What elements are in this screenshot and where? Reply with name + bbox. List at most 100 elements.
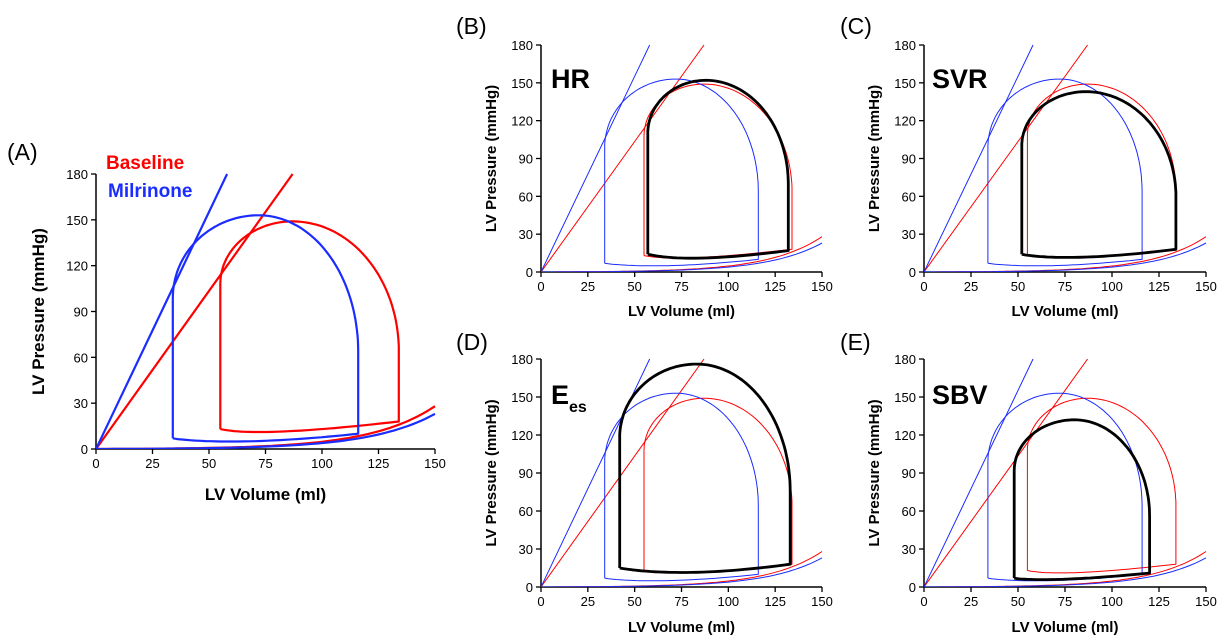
y-tick-label: 60	[519, 504, 533, 519]
y-axis-title: LV Pressure (mmHg)	[483, 85, 500, 232]
y-tick-label: 90	[902, 152, 916, 167]
plot-lines	[924, 44, 1207, 272]
x-tick-label: 75	[674, 279, 688, 294]
x-tick-label: 75	[1058, 279, 1072, 294]
y-axis-title: LV Pressure (mmHg)	[866, 85, 883, 232]
x-tick-label: 150	[811, 279, 833, 294]
x-tick-label: 150	[1195, 594, 1217, 609]
y-tick-label: 150	[66, 213, 88, 228]
panel-label: (E)	[840, 329, 871, 355]
plot-lines	[924, 358, 1207, 587]
milrinone-espvr-line	[541, 44, 651, 272]
y-tick-label: 150	[511, 76, 533, 91]
y-tick-label: 120	[511, 114, 533, 129]
x-tick-label: 25	[145, 456, 159, 471]
x-axis-title: LV Volume (ml)	[1012, 619, 1119, 635]
y-tick-label: 120	[894, 428, 916, 443]
milrinone-edpvr-curve	[96, 412, 436, 449]
y-tick-label: 30	[74, 396, 88, 411]
y-axis-title: LV Pressure (mmHg)	[483, 399, 500, 546]
y-tick-label: 90	[519, 466, 533, 481]
y-tick-label: 120	[511, 428, 533, 443]
baseline-pv-loop	[219, 220, 400, 434]
baseline-espvr-line	[924, 358, 1088, 587]
y-tick-label: 90	[519, 152, 533, 167]
panel-c: (C) 0 25 50 75 100 125 150 0 30 60 90 120 150 180 LV Vo…	[840, 13, 1217, 320]
x-axis-title: LV Volume (ml)	[628, 619, 735, 635]
baseline-edpvr-curve	[541, 236, 823, 272]
y-tick-label: 90	[74, 305, 88, 320]
milrinone-espvr-line	[96, 173, 229, 449]
y-axis-title: LV Pressure (mmHg)	[29, 228, 48, 395]
inset-label: HR	[551, 64, 590, 94]
y-tick-label: 180	[511, 352, 533, 367]
milrinone-pv-loop	[604, 78, 759, 267]
panel-d: (D) 0 25 50 75 100 125 150 0 30 60 90 120 150 180 LV Vo…	[456, 329, 833, 635]
intervention-pv-loop	[1020, 90, 1178, 259]
x-tick-label: 100	[1101, 279, 1123, 294]
x-tick-label: 0	[920, 594, 927, 609]
x-tick-label: 125	[1148, 594, 1170, 609]
milrinone-edpvr-curve	[541, 557, 823, 587]
baseline-edpvr-curve	[96, 405, 436, 449]
intervention-pv-loop	[646, 78, 790, 260]
x-tick-label: 50	[1011, 279, 1025, 294]
x-tick-label: 125	[368, 456, 390, 471]
baseline-espvr-line	[96, 173, 294, 449]
x-tick-label: 25	[964, 594, 978, 609]
y-tick-label: 60	[902, 504, 916, 519]
y-tick-label: 30	[519, 227, 533, 242]
panel-b: (B) 0 25 50 75 100 125 150 0 30 60 90 120 150 180 LV Vo…	[456, 13, 833, 320]
x-tick-label: 75	[258, 456, 272, 471]
x-tick-label: 150	[811, 594, 833, 609]
x-axis-title: LV Volume (ml)	[628, 303, 735, 320]
panel-label: (A)	[7, 139, 38, 165]
x-tick-label: 100	[717, 594, 739, 609]
plot-lines	[541, 358, 823, 587]
y-tick-label: 180	[511, 38, 533, 53]
baseline-espvr-line	[924, 44, 1088, 272]
intervention-pv-loop	[1012, 418, 1151, 581]
x-tick-label: 150	[1195, 279, 1217, 294]
y-tick-label: 60	[74, 350, 88, 365]
baseline-edpvr-curve	[541, 551, 823, 587]
y-tick-label: 30	[519, 542, 533, 557]
baseline-espvr-line	[541, 44, 705, 272]
baseline-pv-loop	[643, 83, 793, 259]
inset-label: Ees	[551, 380, 587, 416]
x-tick-label: 75	[674, 594, 688, 609]
y-tick-label: 120	[894, 114, 916, 129]
x-tick-label: 125	[764, 279, 786, 294]
x-tick-label: 150	[424, 456, 446, 471]
x-axis-title: LV Volume (ml)	[1012, 303, 1119, 320]
legend-baseline: Baseline	[106, 153, 184, 174]
y-tick-label: 180	[894, 38, 916, 53]
x-tick-label: 100	[717, 279, 739, 294]
milrinone-pv-loop	[171, 214, 360, 443]
y-tick-label: 0	[909, 265, 916, 280]
baseline-edpvr-curve	[924, 236, 1207, 272]
y-tick-label: 180	[66, 167, 88, 182]
x-tick-label: 0	[537, 594, 544, 609]
inset-label: SBV	[932, 380, 988, 410]
baseline-pv-loop	[643, 397, 793, 574]
x-tick-label: 100	[311, 456, 333, 471]
inset-label: SVR	[932, 64, 988, 94]
baseline-pv-loop	[1026, 397, 1177, 574]
y-tick-label: 150	[894, 76, 916, 91]
x-tick-label: 125	[764, 594, 786, 609]
panel-a: (A) 0 25 50 75 100 125 150 0 30 60 90 120 150 180 LV Vo…	[7, 139, 446, 504]
y-tick-label: 30	[902, 227, 916, 242]
x-tick-label: 50	[627, 594, 641, 609]
x-tick-label: 50	[202, 456, 216, 471]
panel-label: (B)	[456, 13, 487, 39]
y-tick-label: 180	[894, 352, 916, 367]
y-tick-label: 0	[526, 580, 533, 595]
milrinone-edpvr-curve	[924, 242, 1207, 272]
baseline-pv-loop	[1026, 83, 1177, 259]
y-axis-title: LV Pressure (mmHg)	[866, 399, 883, 546]
x-tick-label: 0	[537, 279, 544, 294]
y-tick-label: 0	[81, 442, 88, 457]
x-tick-label: 125	[1148, 279, 1170, 294]
legend-milrinone: Milrinone	[108, 181, 192, 202]
